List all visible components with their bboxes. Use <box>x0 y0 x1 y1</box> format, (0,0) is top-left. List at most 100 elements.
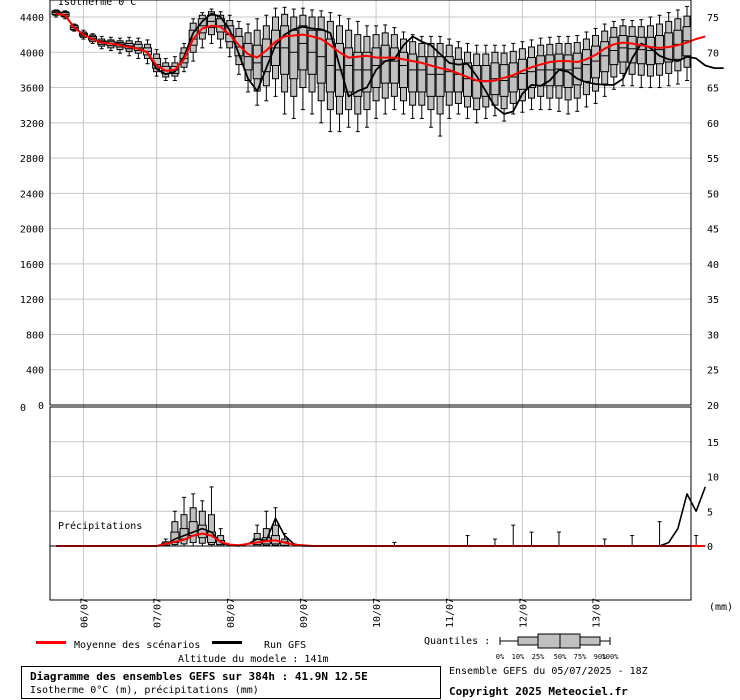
iso-box <box>627 20 637 87</box>
footer-title: Diagramme des ensembles GEFS sur 384h : … <box>30 670 368 683</box>
zero-label: 0 <box>20 403 26 414</box>
right-tick-label: 55 <box>707 154 719 165</box>
iso-box <box>655 14 665 89</box>
x-tick-label: 09/07 <box>299 598 310 628</box>
iso-mean-line <box>55 12 706 83</box>
iso-box <box>270 7 280 97</box>
iso-box <box>289 8 299 119</box>
quantile-key: 0% 10% 25% 50% 75% 90%100% <box>496 633 620 661</box>
precip-mean-line <box>56 532 706 547</box>
inner-box <box>636 36 646 65</box>
iso-box <box>426 35 436 128</box>
iso-box <box>609 20 619 90</box>
precip-tick-label: 10 <box>707 473 719 484</box>
left-tick-label: 4400 <box>20 13 44 24</box>
grid-lines <box>50 0 691 600</box>
right-tick-label: 50 <box>707 189 719 200</box>
iso-box <box>261 14 271 102</box>
outer-box <box>207 514 215 546</box>
left-tick-label: 400 <box>26 366 44 377</box>
iso-run-line <box>55 12 724 115</box>
left-tick-label: 4000 <box>20 48 44 59</box>
quantile-tick-label: 100% <box>602 653 620 661</box>
iso-box <box>591 27 601 104</box>
iso-box <box>389 27 399 111</box>
iso-box <box>353 20 363 133</box>
inner-box <box>197 524 207 539</box>
right-tick-label: 30 <box>707 330 719 341</box>
iso-box <box>563 35 573 115</box>
left-tick-label: 2000 <box>20 225 44 236</box>
left-tick-label: 800 <box>26 330 44 341</box>
inner-box <box>417 56 427 93</box>
ensemble-run-label: Ensemble GEFS du 05/07/2025 - 18Z <box>449 666 648 677</box>
x-tick-label: 08/07 <box>226 598 237 628</box>
iso-box <box>334 14 344 133</box>
x-tick-label: 13/07 <box>592 598 603 628</box>
iso-box <box>325 12 335 133</box>
precip-label: Précipitations <box>58 520 142 532</box>
inner-box <box>371 47 381 89</box>
inner-box <box>298 25 308 71</box>
mean-legend-swatch <box>36 641 66 644</box>
inner-box <box>344 47 354 93</box>
inner-box <box>627 35 637 64</box>
left-tick-label: 1600 <box>20 260 44 271</box>
iso-box <box>636 19 646 89</box>
top-frame <box>49 0 692 406</box>
iso-box <box>252 18 262 106</box>
iso-box <box>280 6 290 115</box>
inner-box <box>536 55 546 87</box>
inner-box <box>426 56 436 97</box>
left-tick-label: 2400 <box>20 189 44 200</box>
inner-box <box>408 53 418 93</box>
footer-box: Diagramme des ensembles GEFS sur 384h : … <box>21 666 441 699</box>
inner-box <box>618 35 628 63</box>
left-tick-label: 0 <box>38 401 44 412</box>
iso-box <box>316 10 326 124</box>
inner-box <box>435 56 445 97</box>
outer-box <box>262 528 270 546</box>
iso-box <box>362 25 372 128</box>
right-tick-label: 60 <box>707 119 719 130</box>
precip-tick-label: 5 <box>707 507 713 518</box>
right-tick-label: 75 <box>707 13 719 24</box>
inner-box <box>517 58 527 90</box>
iso-box <box>600 23 610 97</box>
run-legend-swatch <box>212 641 242 644</box>
left-tick-label: 2800 <box>20 154 44 165</box>
isotherm-label: Isotherme 0°C <box>58 0 136 8</box>
iso-box <box>453 41 463 115</box>
x-tick-label: 06/07 <box>79 598 90 628</box>
iso-box <box>508 42 518 115</box>
left-tick-label: 3600 <box>20 84 44 95</box>
iso-box <box>417 35 427 119</box>
isotherm-panel <box>51 5 724 137</box>
right-tick-label: 35 <box>707 295 719 306</box>
left-tick-label: 1200 <box>20 295 44 306</box>
precip-box <box>197 500 207 546</box>
precip-box <box>188 493 198 546</box>
inner-box <box>444 56 454 93</box>
right-tick-label: 70 <box>707 48 719 59</box>
inner-box <box>353 51 363 97</box>
x-tick-label: 12/07 <box>518 598 529 628</box>
iso-box <box>51 9 61 18</box>
iso-box <box>645 16 655 89</box>
precip-run-line <box>56 486 707 547</box>
footer-subtitle: Isotherme 0°C (m), précipitations (mm) <box>30 685 259 696</box>
bottom-frame <box>49 406 692 601</box>
right-tick-label: 65 <box>707 84 719 95</box>
iso-box <box>408 34 418 119</box>
precip-box <box>170 510 180 546</box>
x-tick-label: 10/07 <box>372 598 383 628</box>
iso-box <box>499 44 509 122</box>
iso-box <box>618 19 628 87</box>
inner-box <box>600 41 610 73</box>
iso-box <box>581 31 591 108</box>
iso-box <box>298 7 308 111</box>
inner-box <box>280 25 290 75</box>
iso-box <box>371 25 381 119</box>
